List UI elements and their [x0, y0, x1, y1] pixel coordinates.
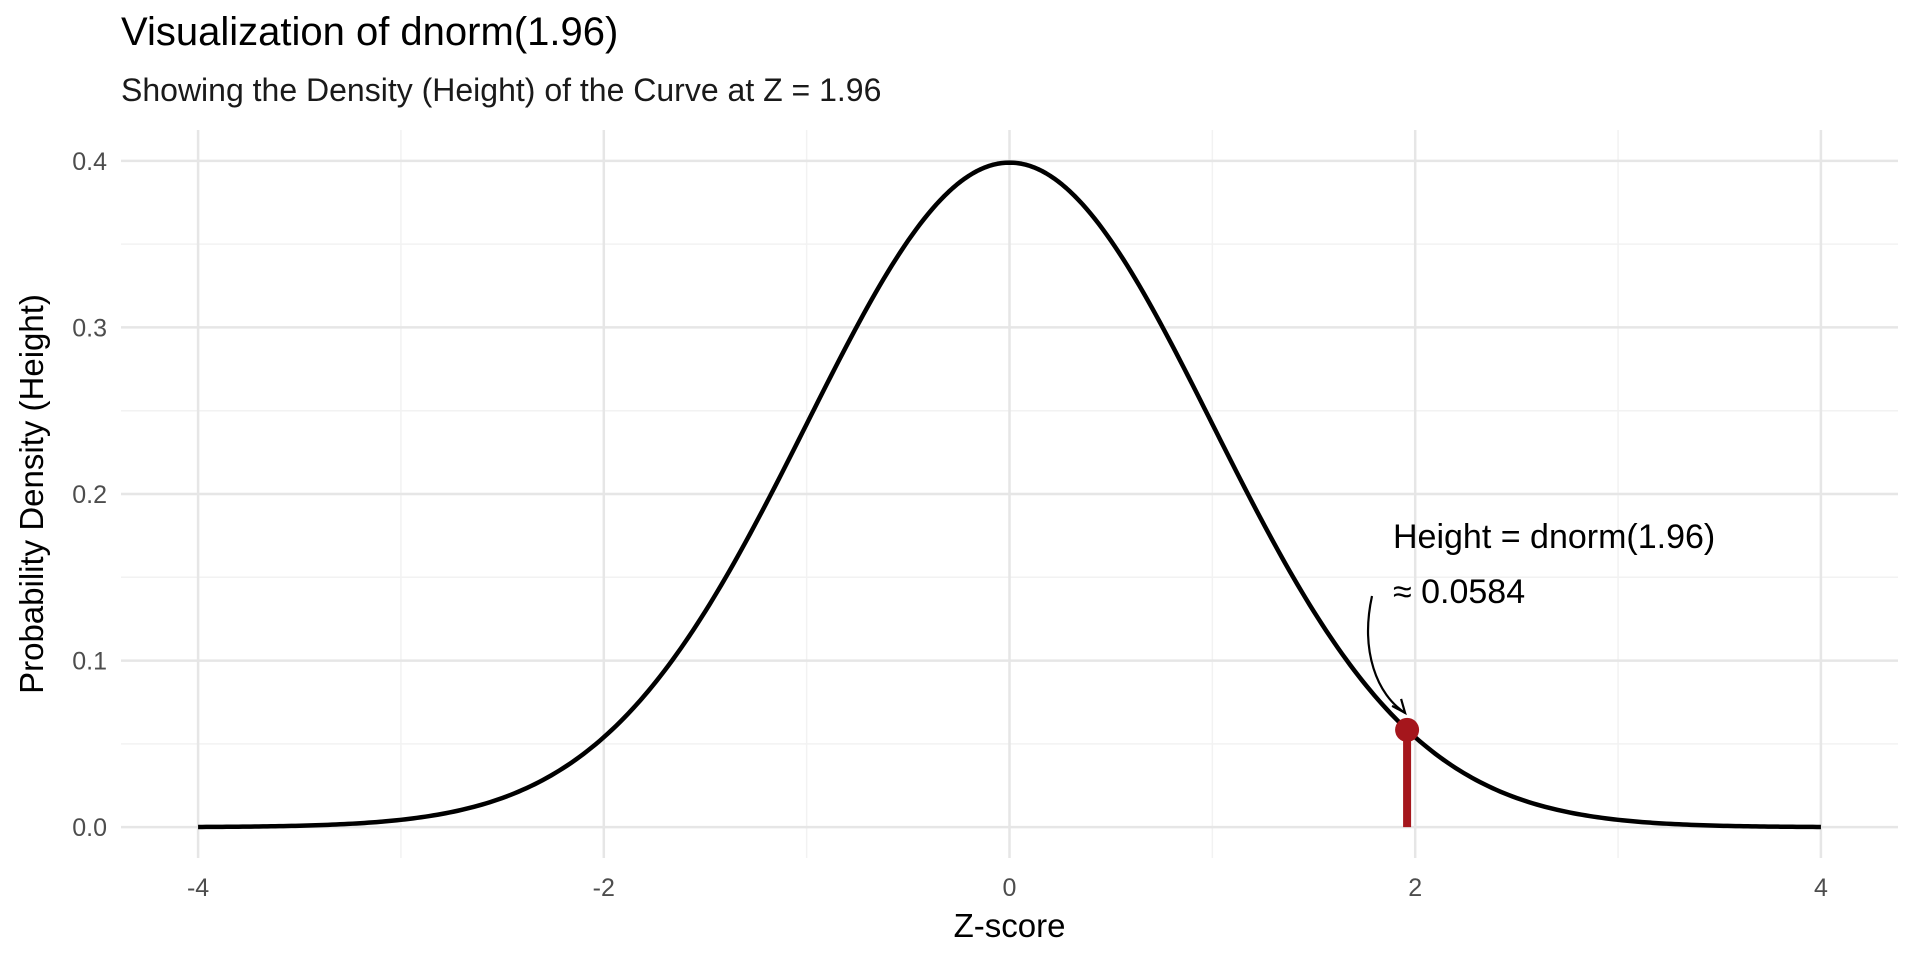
annotation-line-2: ≈ 0.0584	[1393, 573, 1525, 611]
x-tick-label: 4	[1814, 874, 1828, 902]
x-tick-labels: -4 -2 0 2 4	[187, 874, 1828, 902]
annotation-line-1: Height = dnorm(1.96)	[1393, 518, 1715, 556]
y-tick-label: 0.3	[72, 314, 107, 342]
y-tick-label: 0.1	[72, 648, 107, 676]
annotation-arrow	[1367, 595, 1406, 714]
x-axis-title: Z-score	[954, 907, 1066, 944]
y-tick-label: 0.4	[72, 148, 107, 176]
y-tick-labels: 0.0 0.1 0.2 0.3 0.4	[72, 148, 107, 842]
chart-title: Visualization of dnorm(1.96)	[121, 10, 619, 54]
major-gridlines	[121, 130, 1898, 858]
chart-subtitle: Showing the Density (Height) of the Curv…	[121, 72, 882, 108]
x-tick-label: -2	[593, 874, 615, 902]
y-tick-label: 0.0	[72, 814, 107, 842]
x-tick-label: 2	[1408, 874, 1422, 902]
x-tick-label: -4	[187, 874, 209, 902]
y-tick-label: 0.2	[72, 481, 107, 509]
highlight-point	[1395, 717, 1420, 742]
arrow-head-icon	[1391, 698, 1407, 716]
x-tick-label: 0	[1003, 874, 1017, 902]
y-axis-title: Probability Density (Height)	[13, 294, 50, 694]
density-curve	[198, 160, 1821, 830]
